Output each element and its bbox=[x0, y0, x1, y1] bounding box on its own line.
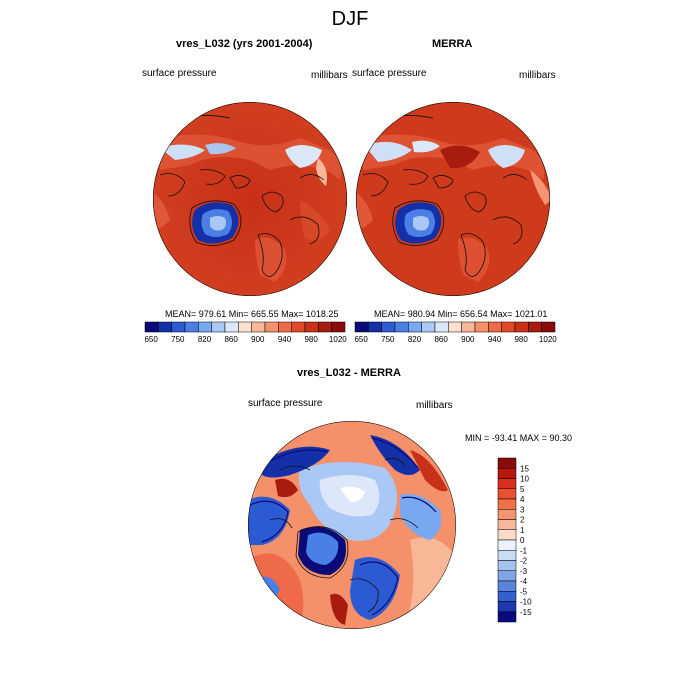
colorbar-box bbox=[318, 321, 332, 333]
colorbar-tick-label: 5 bbox=[520, 485, 525, 494]
colorbar-box bbox=[497, 601, 517, 612]
colorbar-box bbox=[514, 321, 529, 333]
colorbar-box bbox=[497, 580, 517, 592]
colorbar-box bbox=[408, 321, 422, 333]
colorbar-box bbox=[144, 321, 159, 333]
colorbar-box bbox=[497, 560, 517, 571]
field-label-model: surface pressure bbox=[142, 68, 217, 79]
colorbar-tick-label: 860 bbox=[224, 335, 238, 344]
colorbar-box bbox=[528, 321, 542, 333]
colorbar-box bbox=[497, 550, 517, 561]
colorbar-box bbox=[461, 321, 476, 333]
stats-model: MEAN= 979.61 Min= 665.55 Max= 1018.25 bbox=[165, 309, 339, 319]
colorbar-box bbox=[184, 321, 199, 333]
panel-title-diff: vres_L032 - MERRA bbox=[297, 367, 401, 379]
colorbar-box bbox=[354, 321, 369, 333]
colorbar-tick-label: 940 bbox=[488, 335, 502, 344]
colorbar-tick-label: -10 bbox=[520, 598, 532, 607]
colorbar-merra: 650 750 820 860 900 940 980 1020 bbox=[354, 321, 557, 344]
colorbar-box bbox=[497, 570, 517, 582]
colorbar-box bbox=[381, 321, 396, 333]
colorbar-tick-label: 820 bbox=[198, 335, 212, 344]
field-label-merra: surface pressure bbox=[352, 68, 427, 79]
colorbar-model: 650 750 820 860 900 940 980 1020 bbox=[144, 321, 347, 344]
colorbar-box bbox=[421, 321, 436, 333]
colorbar-box bbox=[278, 321, 292, 333]
colorbar-tick-label: 15 bbox=[520, 464, 529, 473]
units-label-model: millibars bbox=[311, 70, 348, 81]
colorbar-tick-label: 1020 bbox=[329, 335, 347, 344]
colorbar-box bbox=[238, 321, 252, 333]
colorbar-box bbox=[434, 321, 449, 333]
colorbar-box bbox=[497, 539, 517, 551]
colorbar-tick-label: 860 bbox=[434, 335, 448, 344]
colorbar-tick-label: -4 bbox=[520, 577, 528, 586]
colorbar-box bbox=[448, 321, 462, 333]
colorbar-box bbox=[497, 509, 517, 520]
colorbar-box bbox=[291, 321, 306, 333]
colorbar-box bbox=[497, 457, 517, 469]
colorbar-tick-label: 820 bbox=[408, 335, 422, 344]
colorbar-box bbox=[331, 321, 346, 333]
stats-merra: MEAN= 980.94 Min= 656.54 Max= 1021.01 bbox=[374, 309, 548, 319]
colorbar-tick-label: 0 bbox=[520, 536, 525, 545]
colorbar-tick-label: 1020 bbox=[539, 335, 557, 344]
colorbar-tick-label: 900 bbox=[461, 335, 475, 344]
colorbar-box bbox=[158, 321, 172, 333]
colorbar-tick-label: 3 bbox=[520, 505, 525, 514]
colorbar-box bbox=[501, 321, 516, 333]
colorbar-tick-label: 10 bbox=[520, 475, 529, 484]
colorbar-box bbox=[497, 488, 517, 500]
field-label-diff: surface pressure bbox=[248, 398, 323, 409]
units-label-diff: millibars bbox=[416, 400, 453, 411]
colorbar-box bbox=[541, 321, 556, 333]
colorbar-tick-label: -3 bbox=[520, 567, 528, 576]
colorbar-box bbox=[368, 321, 382, 333]
colorbar-tick-label: 750 bbox=[381, 335, 395, 344]
colorbar-box bbox=[251, 321, 266, 333]
colorbar-tick-label: 650 bbox=[354, 335, 368, 344]
colorbar-box bbox=[224, 321, 239, 333]
colorbar-box bbox=[497, 591, 517, 602]
colorbar-tick-label: 900 bbox=[251, 335, 265, 344]
colorbar-box bbox=[497, 611, 517, 623]
colorbar-tick-label: -15 bbox=[520, 608, 532, 617]
colorbar-box bbox=[488, 321, 502, 333]
colorbar-box bbox=[497, 529, 517, 541]
colorbar-box bbox=[304, 321, 319, 333]
map-model bbox=[153, 102, 347, 296]
panel-title-merra: MERRA bbox=[432, 38, 473, 50]
colorbar-box bbox=[198, 321, 212, 333]
colorbar-box bbox=[497, 519, 517, 530]
colorbar-box bbox=[394, 321, 409, 333]
colorbar-box bbox=[497, 468, 517, 479]
colorbar-tick-label: 940 bbox=[278, 335, 292, 344]
map-difference bbox=[248, 421, 456, 629]
colorbar-box bbox=[264, 321, 279, 333]
colorbar-tick-label: 980 bbox=[304, 335, 318, 344]
colorbar-tick-label: 2 bbox=[520, 516, 525, 525]
map-merra bbox=[356, 102, 550, 296]
units-label-merra: millibars bbox=[519, 70, 556, 81]
figure-title: DJF bbox=[331, 8, 369, 30]
colorbar-tick-label: 980 bbox=[514, 335, 528, 344]
colorbar-box bbox=[497, 478, 517, 489]
colorbar-tick-label: 4 bbox=[520, 495, 525, 504]
panel-title-model: vres_L032 (yrs 2001-2004) bbox=[176, 38, 313, 50]
colorbar-tick-label: 750 bbox=[171, 335, 185, 344]
colorbar-tick-label: -1 bbox=[520, 546, 528, 555]
colorbar-tick-label: -2 bbox=[520, 557, 528, 566]
colorbar-box bbox=[474, 321, 489, 333]
colorbar-box bbox=[171, 321, 186, 333]
colorbar-box bbox=[497, 498, 517, 510]
colorbar-tick-label: -5 bbox=[520, 587, 528, 596]
stats-diff: MIN = -93.41 MAX = 90.30 bbox=[465, 433, 573, 443]
colorbar-tick-label: 650 bbox=[144, 335, 158, 344]
colorbar-box bbox=[211, 321, 226, 333]
colorbar-tick-label: 1 bbox=[520, 526, 525, 535]
